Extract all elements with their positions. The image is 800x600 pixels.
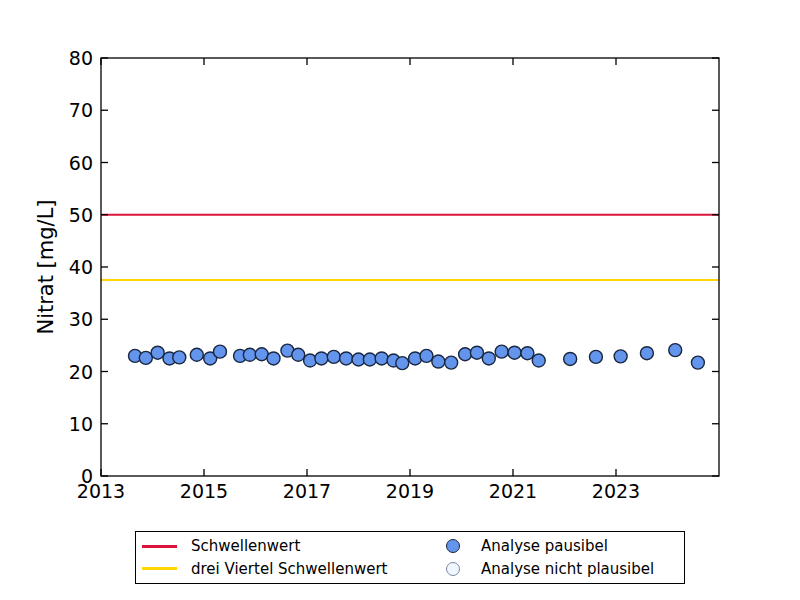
y-tick-label-50: 50 [69, 204, 93, 226]
data-point-series-0 [445, 356, 458, 369]
filled-circle-marker-icon [446, 539, 460, 553]
legend-item-analyse-nicht-plausibel: Analyse nicht plausibel [436, 558, 680, 581]
data-point-series-0 [482, 352, 495, 365]
data-point-series-0 [532, 354, 545, 367]
y-tick-label-30: 30 [69, 308, 93, 330]
y-tick-label-10: 10 [69, 413, 93, 435]
red-line-swatch-icon [142, 545, 177, 548]
data-point-series-0 [327, 350, 340, 363]
x-tick-label-2015: 2015 [180, 480, 228, 502]
x-tick-label-2017: 2017 [283, 480, 331, 502]
legend-item-drei-viertel-schwellenwert: drei Viertel Schwellenwert [142, 558, 436, 581]
x-tick-label-2019: 2019 [386, 480, 434, 502]
data-point-series-0 [375, 352, 388, 365]
data-point-series-0 [459, 348, 472, 361]
legend-label: Analyse pausibel [481, 537, 608, 555]
data-point-series-0 [564, 352, 577, 365]
chart-plot: 2013201520172019202120230102030405060708… [0, 0, 800, 600]
data-point-series-0 [691, 356, 704, 369]
x-tick-label-2021: 2021 [489, 480, 537, 502]
legend-item-analyse-pausibel: Analyse pausibel [436, 535, 680, 558]
legend-label: Schwellenwert [191, 537, 300, 555]
legend-item-schwellenwert: Schwellenwert [142, 535, 436, 558]
data-point-series-0 [508, 346, 521, 359]
axes-frame [101, 58, 719, 476]
y-tick-label-70: 70 [69, 99, 93, 121]
data-point-series-0 [495, 345, 508, 358]
data-point-series-0 [470, 346, 483, 359]
data-point-series-0 [640, 347, 653, 360]
legend-label: drei Viertel Schwellenwert [191, 560, 387, 578]
figure: 2013201520172019202120230102030405060708… [0, 0, 800, 600]
data-point-series-0 [420, 349, 433, 362]
data-point-series-0 [292, 348, 305, 361]
x-tick-label-2023: 2023 [592, 480, 640, 502]
data-point-series-0 [589, 350, 602, 363]
yellow-line-swatch-icon [142, 567, 177, 570]
legend: Schwellenwert drei Viertel Schwellenwert… [135, 531, 685, 584]
y-tick-label-0: 0 [81, 465, 93, 487]
data-point-series-0 [396, 357, 409, 370]
legend-label: Analyse nicht plausibel [481, 560, 654, 578]
data-point-series-0 [267, 352, 280, 365]
data-point-series-0 [243, 348, 256, 361]
data-point-series-0 [255, 348, 268, 361]
data-point-series-0 [340, 352, 353, 365]
y-tick-label-20: 20 [69, 361, 93, 383]
open-circle-marker-icon [446, 562, 460, 576]
y-tick-label-40: 40 [69, 256, 93, 278]
data-point-series-0 [139, 351, 152, 364]
y-tick-label-80: 80 [69, 47, 93, 69]
data-point-series-0 [213, 345, 226, 358]
data-point-series-0 [614, 350, 627, 363]
data-point-series-0 [173, 351, 186, 364]
data-point-series-0 [190, 348, 203, 361]
data-point-series-0 [315, 352, 328, 365]
data-point-series-0 [432, 355, 445, 368]
data-point-series-0 [363, 353, 376, 366]
y-tick-label-60: 60 [69, 152, 93, 174]
y-axis-label: Nitrat [mg/L] [34, 199, 58, 334]
data-point-series-0 [151, 346, 164, 359]
data-point-series-0 [669, 344, 682, 357]
data-point-series-0 [521, 347, 534, 360]
